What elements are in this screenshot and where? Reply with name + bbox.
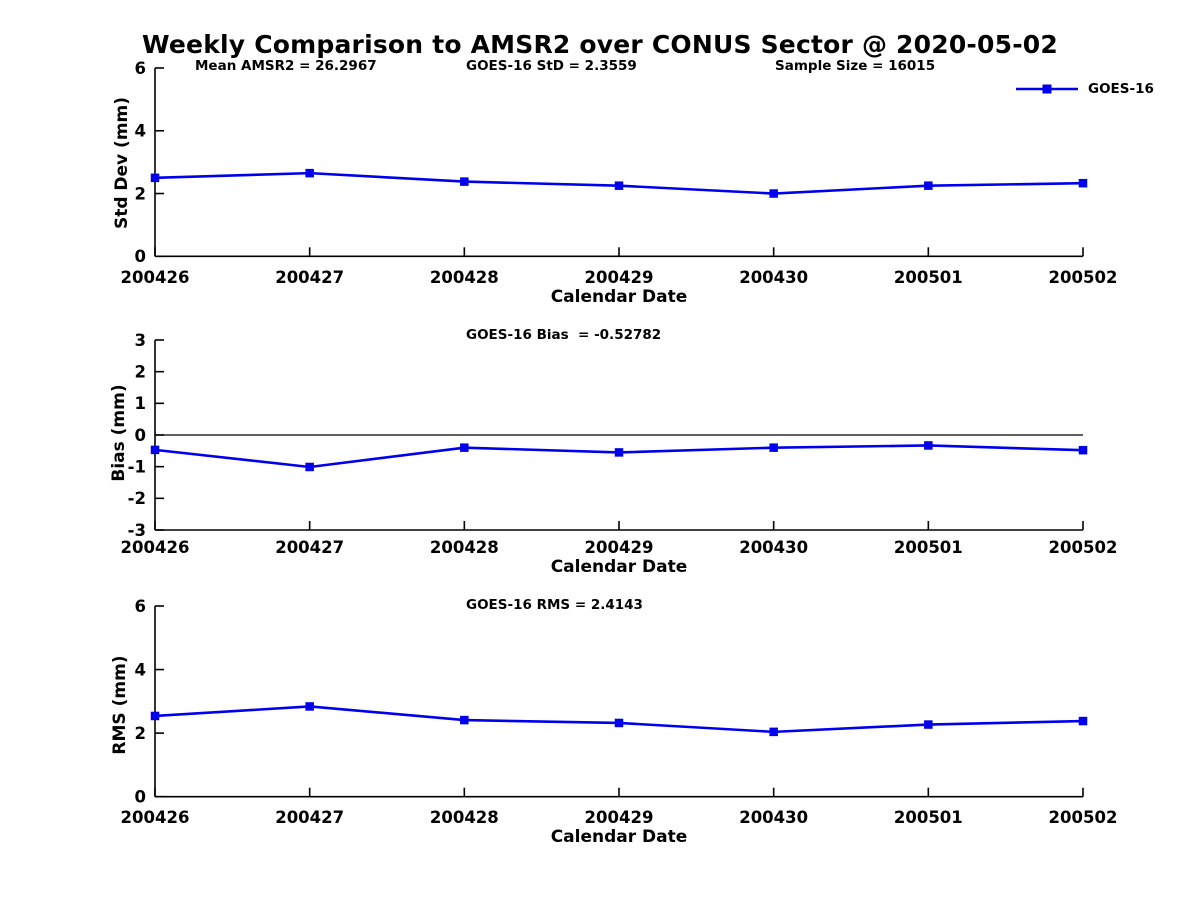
y-tick-label: 0	[135, 788, 146, 807]
xlabel-calendar-date-1: Calendar Date	[550, 287, 688, 307]
stat-goes16-bias: GOES-16 Bias = -0.52782	[466, 327, 662, 343]
data-point-marker	[614, 718, 624, 728]
data-point-marker	[614, 448, 624, 457]
data-point-marker	[769, 189, 778, 198]
data-point-marker	[769, 727, 778, 737]
data-point-marker	[305, 168, 314, 178]
xlabel-calendar-date-3: Calendar Date	[550, 827, 688, 847]
y-tick-label: 2	[135, 362, 146, 381]
data-point-marker	[769, 443, 778, 452]
x-tick-label: 200501	[894, 268, 963, 287]
y-tick-label: 2	[135, 184, 146, 203]
x-tick-label: 200501	[894, 538, 963, 557]
y-tick-label: 2	[135, 724, 146, 743]
x-tick-label: 200426	[121, 808, 190, 827]
legend: GOES-16	[1015, 81, 1154, 97]
x-tick-label: 200430	[739, 268, 808, 287]
x-tick-label: 200427	[275, 538, 344, 557]
y-tick-label: 4	[135, 660, 146, 679]
legend-label: GOES-16	[1088, 81, 1154, 97]
y-tick-label: -1	[128, 457, 146, 476]
x-tick-label: 200502	[1049, 268, 1118, 287]
x-tick-label: 200502	[1049, 538, 1118, 557]
data-point-marker	[305, 702, 314, 711]
x-tick-label: 200428	[430, 808, 499, 827]
x-tick-label: 200429	[585, 808, 654, 827]
y-tick-label: 6	[135, 597, 146, 616]
x-tick-label: 200501	[894, 808, 963, 827]
x-tick-label: 200428	[430, 268, 499, 287]
y-tick-label: -3	[128, 521, 146, 540]
x-tick-label: 200427	[275, 268, 344, 287]
data-point-marker	[150, 445, 160, 455]
legend-line-marker-icon	[1016, 84, 1078, 94]
y-tick-label: 0	[135, 247, 146, 266]
x-tick-label: 200428	[430, 538, 499, 557]
data-point-marker	[1078, 716, 1088, 726]
data-point-marker	[460, 443, 469, 452]
x-tick-label: 200429	[585, 538, 654, 557]
y-tick-label: 6	[135, 59, 146, 78]
data-point-marker	[924, 181, 933, 190]
stat-goes16-std: GOES-16 StD = 2.3559	[466, 58, 637, 74]
x-tick-label: 200427	[275, 808, 344, 827]
x-tick-label: 200429	[585, 268, 654, 287]
data-point-marker	[1078, 178, 1088, 188]
data-point-marker	[150, 711, 160, 721]
x-tick-label: 200430	[739, 808, 808, 827]
data-point-marker	[924, 720, 933, 729]
x-tick-label: 200430	[739, 538, 808, 557]
x-tick-label: 200502	[1049, 808, 1118, 827]
data-point-marker	[1078, 445, 1088, 455]
y-tick-label: 0	[135, 426, 146, 445]
data-point-marker	[614, 181, 624, 190]
y-tick-label: 4	[135, 122, 146, 141]
y-tick-label: 3	[135, 331, 146, 350]
x-tick-label: 200426	[121, 538, 190, 557]
x-tick-label: 200426	[121, 268, 190, 287]
stat-goes16-rms: GOES-16 RMS = 2.4143	[466, 597, 643, 613]
y-tick-label: 1	[135, 394, 146, 413]
stat-mean-amsr2: Mean AMSR2 = 26.2967	[195, 58, 377, 74]
figure-title: Weekly Comparison to AMSR2 over CONUS Se…	[142, 30, 1058, 59]
data-point-marker	[460, 715, 469, 725]
stat-sample-size: Sample Size = 16015	[775, 58, 936, 74]
xlabel-calendar-date-2: Calendar Date	[550, 557, 688, 577]
data-point-marker	[924, 441, 933, 450]
data-point-marker	[460, 177, 469, 186]
y-tick-label: -2	[128, 489, 146, 508]
data-point-marker	[150, 173, 160, 183]
data-point-marker	[305, 462, 314, 472]
